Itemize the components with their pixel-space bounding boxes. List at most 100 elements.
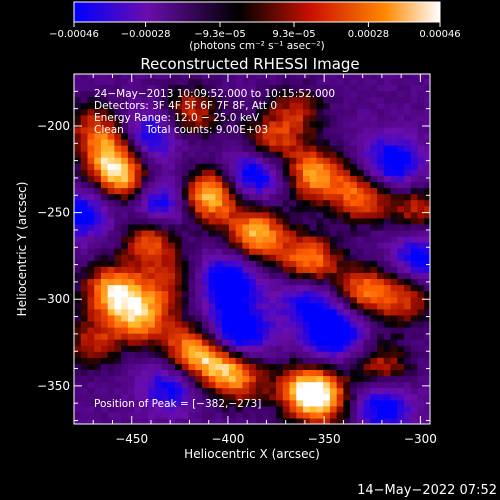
heatmap-cell (228, 399, 237, 407)
heatmap-cell (262, 193, 270, 201)
heatmap-cell (296, 333, 304, 340)
heatmap-cell (107, 229, 116, 237)
heatmap-cell (363, 248, 371, 255)
heatmap-cell (222, 151, 230, 158)
heatmap-cell (87, 417, 95, 424)
heatmap-cell (370, 375, 378, 383)
heatmap-cell (208, 405, 217, 413)
heatmap-cell (276, 126, 284, 134)
heatmap-cell (377, 223, 385, 231)
heatmap-cell (363, 284, 371, 292)
heatmap-cell (350, 223, 358, 231)
heatmap-cell (296, 181, 304, 189)
heatmap-cell (309, 193, 318, 201)
heatmap-cell (255, 175, 264, 183)
heatmap-cell (276, 302, 284, 310)
heatmap-cell (336, 411, 345, 419)
heatmap-cell (289, 138, 297, 146)
heatmap-cell (168, 393, 176, 401)
heatmap-cell (323, 308, 331, 316)
heatmap-cell (121, 381, 129, 389)
heatmap-cell (215, 96, 223, 104)
heatmap-cell (107, 254, 116, 261)
heatmap-cell (94, 236, 102, 243)
heatmap-cell (235, 163, 243, 170)
heatmap-cell (201, 411, 210, 419)
heatmap-cell (269, 302, 277, 310)
heatmap-cell (377, 145, 385, 152)
heatmap-cell (383, 102, 392, 110)
heatmap-cell (114, 278, 122, 286)
heatmap-cell (168, 369, 176, 377)
heatmap-cell (208, 351, 217, 358)
heatmap-cell (228, 326, 237, 334)
heatmap-cell (201, 302, 210, 310)
heatmap-cell (181, 223, 190, 231)
heatmap-cell (316, 308, 324, 316)
heatmap-cell (87, 369, 95, 377)
heatmap-cell (404, 229, 412, 237)
heatmap-cell (168, 84, 176, 92)
heatmap-cell (255, 120, 264, 128)
heatmap-cell (249, 74, 257, 79)
heatmap-cell (181, 333, 190, 340)
heatmap-cell (363, 399, 371, 407)
heatmap-cell (154, 169, 163, 176)
heatmap-cell (329, 326, 338, 334)
heatmap-cell (148, 169, 156, 176)
heatmap-cell (181, 78, 190, 85)
heatmap-cell (356, 132, 365, 140)
heatmap-cell (255, 308, 264, 316)
heatmap-cell (228, 314, 237, 322)
heatmap-cell (350, 405, 358, 413)
heatmap-cell (269, 266, 277, 273)
heatmap-cell (154, 333, 163, 340)
heatmap-cell (350, 369, 358, 377)
heatmap-cell (161, 314, 169, 322)
heatmap-cell (181, 114, 190, 122)
heatmap-cell (417, 326, 425, 334)
heatmap-cell (107, 375, 116, 383)
heatmap-cell (370, 278, 378, 286)
heatmap-cell (195, 290, 203, 298)
heatmap-cell (141, 114, 149, 122)
heatmap-cell (302, 211, 311, 219)
heatmap-cell (316, 223, 324, 231)
heatmap-cell (329, 363, 338, 371)
heatmap-cell (87, 242, 95, 249)
heatmap-cell (363, 393, 371, 401)
heatmap-cell (121, 120, 129, 128)
heatmap-cell (343, 102, 351, 110)
heatmap-cell (397, 181, 405, 189)
heatmap-cell (208, 211, 217, 219)
heatmap-cell (370, 399, 378, 407)
heatmap-cell (363, 387, 371, 395)
heatmap-cell (323, 163, 331, 170)
heatmap-cell (121, 90, 129, 98)
heatmap-cell (390, 169, 398, 176)
heatmap-cell (350, 78, 358, 85)
heatmap-cell (87, 187, 95, 195)
heatmap-cell (107, 217, 116, 225)
heatmap-cell (249, 417, 257, 424)
heatmap-cell (262, 102, 270, 110)
heatmap-cell (74, 126, 82, 134)
heatmap-cell (208, 357, 217, 364)
heatmap-cell (377, 120, 385, 128)
heatmap-cell (134, 193, 142, 201)
heatmap-cell (363, 108, 371, 116)
heatmap-cell (228, 211, 237, 219)
heatmap-cell (255, 229, 264, 237)
heatmap-cell (377, 369, 385, 377)
heatmap-cell (94, 369, 102, 377)
heatmap-cell (201, 405, 210, 413)
heatmap-cell (296, 211, 304, 219)
heatmap-cell (201, 260, 210, 267)
heatmap-cell (100, 417, 109, 424)
heatmap-cell (276, 90, 284, 98)
heatmap-cell (161, 175, 169, 183)
colorbar-tick-label: 0.00028 (348, 29, 389, 40)
heatmap-cell (215, 102, 223, 110)
heatmap-cell (343, 333, 351, 340)
heatmap-cell (121, 229, 129, 237)
